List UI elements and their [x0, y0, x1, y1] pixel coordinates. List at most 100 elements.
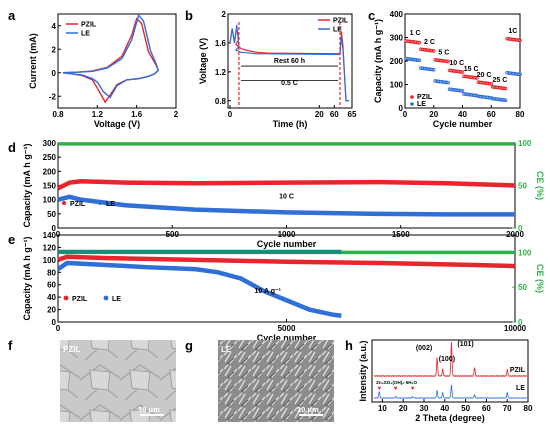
b-ytick-label-2: 1.6 — [215, 39, 227, 48]
c-rate-label-2: 5 C — [438, 49, 449, 56]
e-ytick-label-7: 140 — [43, 231, 57, 240]
h-xtick-label-2: 30 — [420, 404, 429, 413]
h-peak-label-101: (101) — [457, 341, 473, 348]
c-ytick-label-1: 100 — [390, 81, 404, 90]
c-xtick-label-3: 60 — [487, 110, 496, 119]
c-point-pzil-50 — [475, 76, 479, 80]
a-ytick-label-1: 0 — [52, 69, 57, 78]
e-ytick-label-5: 100 — [43, 256, 57, 265]
h-byproduct-marker-0: ♥ — [377, 386, 381, 392]
c-point-le-80 — [518, 72, 522, 77]
b-ytick-label-1: 1.2 — [215, 68, 227, 77]
e-ytick-label-3: 60 — [47, 281, 56, 290]
h-byproduct-marker-1: ♥ — [394, 386, 398, 392]
e-ytick-label-4: 80 — [47, 268, 56, 277]
a-series-pzil — [62, 17, 160, 104]
panel-d-chart: 0500100015002000050100150200250300Cycle … — [22, 139, 545, 249]
a-ylabel: Current (mA) — [28, 33, 38, 89]
c-legend-label-1: LE — [417, 101, 426, 108]
h-byproduct-marker-2: ♥ — [411, 386, 415, 392]
b-ytick-label-3: 2 — [222, 10, 227, 19]
c-xtick-label-0: 0 — [403, 110, 408, 119]
sem-image-pzil — [60, 340, 176, 422]
sem-image-le — [218, 340, 334, 422]
a-xtick-label-1: 1.2 — [92, 110, 104, 119]
e-ytick-label-2: 40 — [47, 293, 56, 302]
a-legend-label-1: LE — [81, 31, 90, 38]
c-point-pzil-20 — [431, 49, 436, 53]
c-point-le-20 — [431, 67, 436, 72]
e-ylabel: Capacity (mA h g⁻¹) — [22, 237, 32, 321]
c-rate-label-3: 10 C — [449, 60, 464, 67]
e-y2tick-label-0: 0 — [518, 318, 523, 327]
c-point-le-19 — [430, 67, 435, 72]
a-xtick-label-3: 2 — [174, 110, 179, 119]
scale-bar-g — [299, 414, 323, 416]
a-axes-frame — [57, 13, 177, 109]
b-rate-label: 0.5 C — [281, 80, 298, 87]
a-xlabel: Voltage (V) — [94, 119, 140, 129]
sem-le-tag: LE — [221, 345, 232, 354]
d-ylabel: Capacity (mA h g⁻¹) — [22, 144, 32, 228]
c-xtick-label-4: 80 — [516, 110, 525, 119]
b-xlabel: Time (h) — [273, 119, 308, 129]
e-xtick-label-1: 5000 — [278, 324, 296, 333]
h-le-label: LE — [516, 385, 525, 392]
c-point-pzil-60 — [489, 82, 494, 86]
panel-label-g: g — [185, 338, 193, 353]
c-point-pzil-80 — [518, 38, 522, 43]
c-point-pzil-10 — [417, 40, 422, 45]
sem-pzil-tag: PZIL — [63, 345, 80, 354]
c-ylabel: Capacity (mA h g⁻¹) — [373, 19, 383, 103]
a-series-le — [62, 13, 160, 99]
c-rate-label-5: 20 C — [477, 72, 492, 79]
a-xtick-label-0: 0.8 — [52, 110, 64, 119]
c-legend-swatch-1 — [410, 102, 414, 106]
h-series-le — [373, 384, 528, 399]
c-rate-label-4: 15 C — [464, 66, 479, 73]
d-legend-swatch-0 — [62, 201, 66, 205]
c-point-pzil-19 — [430, 48, 435, 53]
c-legend-label-0: PZIL — [417, 94, 433, 101]
b-axes-frame — [227, 13, 353, 109]
h-pzil-label: PZIL — [510, 367, 526, 374]
e-legend-swatch-0 — [63, 295, 69, 301]
c-point-pzil-40 — [460, 70, 465, 74]
d-ytick-label-1: 50 — [47, 210, 56, 219]
c-xlabel: Cycle number — [433, 119, 493, 129]
c-xtick-label-1: 20 — [429, 110, 438, 119]
c-ytick-label-2: 200 — [390, 57, 404, 66]
b-series-le — [229, 24, 349, 102]
panel-label-b: b — [185, 8, 193, 23]
c-point-le-69 — [502, 98, 506, 102]
d-legend-swatch-1 — [98, 201, 102, 205]
c-point-le-30 — [446, 80, 450, 85]
e-legend-swatch-1 — [103, 295, 109, 301]
e-legend-label-1: LE — [112, 296, 121, 303]
c-point-le-39 — [459, 88, 463, 93]
c-rate-label-7: 1C — [508, 28, 517, 35]
panel-label-c: c — [368, 8, 375, 23]
d-rate-label: 10 C — [279, 193, 294, 200]
a-legend-label-0: PZIL — [81, 22, 97, 29]
c-rate-label-0: 1 C — [410, 30, 421, 37]
h-xtick-label-3: 40 — [440, 404, 449, 413]
e-ytick-label-1: 20 — [47, 306, 56, 315]
a-ytick-label-3: 4 — [52, 22, 57, 31]
e-series-le — [56, 260, 342, 319]
a-xtick-label-2: 1.6 — [131, 110, 143, 119]
c-xtick-label-2: 40 — [458, 110, 467, 119]
panel-label-a: a — [8, 8, 16, 23]
b-legend-label-0: PZIL — [333, 18, 349, 25]
a-ytick-label-2: 2 — [52, 45, 57, 54]
c-point-le-40 — [460, 89, 465, 93]
e-legend-label-0: PZIL — [72, 296, 88, 303]
h-xtick-label-7: 80 — [524, 404, 533, 413]
c-point-pzil-49 — [473, 75, 478, 80]
c-point-pzil-70 — [503, 86, 508, 91]
h-xtick-label-5: 60 — [482, 404, 491, 413]
b-ytick-label-0: 0.8 — [215, 97, 227, 106]
d-y2label: CE (%) — [535, 171, 545, 200]
h-byproduct-label: Zn₄SO₄(OH)₆·5H₂O — [376, 380, 417, 385]
e-ytick-label-6: 120 — [43, 243, 57, 252]
